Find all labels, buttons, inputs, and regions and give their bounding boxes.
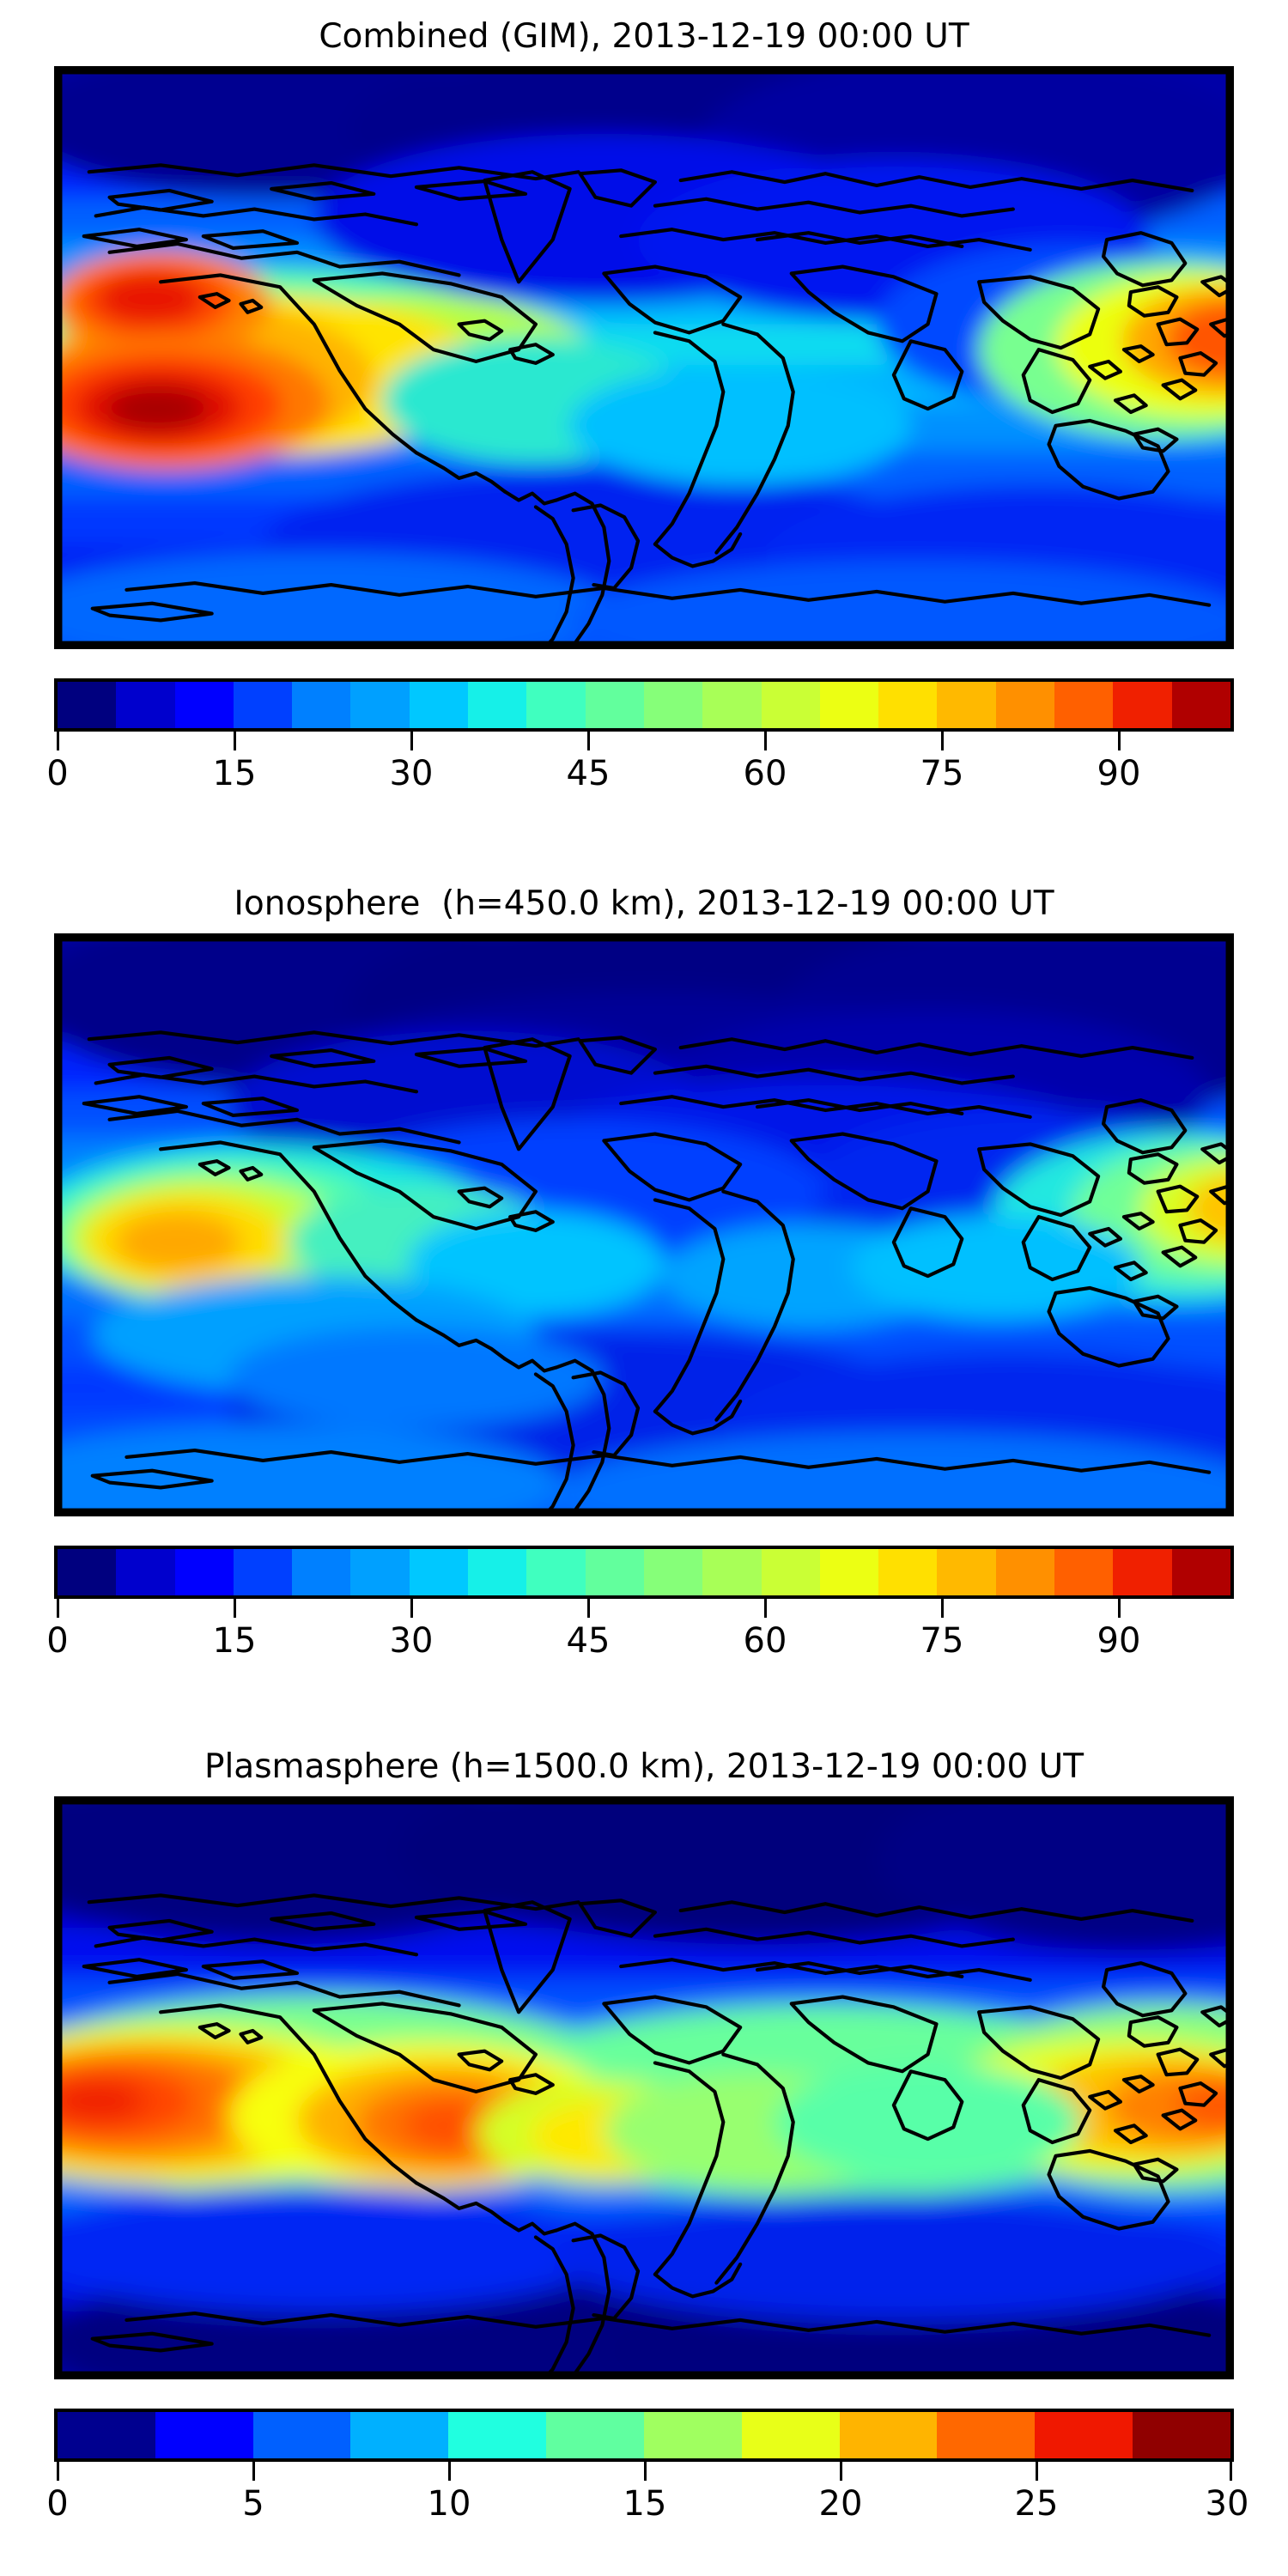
tick-label: 15 [623, 2484, 667, 2524]
panel-plasmasphere: Plasmasphere (h=1500.0 km), 2013-12-19 0… [0, 1747, 1288, 2532]
colorbar-labels-plasmasphere: 0 5 10 15 20 25 30 [46, 2484, 1249, 2532]
tick-label: 75 [920, 1621, 964, 1661]
tick-label: 0 [46, 754, 69, 793]
tick-label: 0 [46, 2484, 69, 2524]
colorbar-combined: 0 15 30 45 60 75 90 [46, 678, 1234, 802]
panel-title-combined: Combined (GIM), 2013-12-19 00:00 UT [319, 17, 969, 56]
tick-label: 5 [242, 2484, 264, 2524]
colorbar-ticks-combined [54, 732, 1234, 754]
map-plasmasphere [54, 1796, 1234, 2379]
colorbar-labels-ionosphere: 0 15 30 45 60 75 90 [46, 1621, 1234, 1669]
panel-combined: Combined (GIM), 2013-12-19 00:00 UT [0, 17, 1288, 802]
tick-label: 10 [427, 2484, 471, 2524]
colorbar-gradient-ionosphere [54, 1546, 1234, 1599]
tick-label: 75 [920, 754, 964, 793]
map-combined [54, 66, 1234, 649]
colorbar-plasmasphere: 0 5 10 15 20 25 30 [46, 2409, 1249, 2532]
colorbar-gradient-combined [54, 678, 1234, 732]
tick-label: 45 [566, 754, 611, 793]
panel-ionosphere: Ionosphere (h=450.0 km), 2013-12-19 00:0… [0, 884, 1288, 1669]
tick-label: 60 [743, 754, 787, 793]
colorbar-labels-combined: 0 15 30 45 60 75 90 [46, 754, 1234, 802]
panel-title-plasmasphere: Plasmasphere (h=1500.0 km), 2013-12-19 0… [204, 1747, 1084, 1786]
map-ionosphere [54, 933, 1234, 1516]
tick-label: 25 [1014, 2484, 1059, 2524]
tick-label: 90 [1097, 754, 1141, 793]
tick-label: 30 [1205, 2484, 1249, 2524]
tick-label: 45 [566, 1621, 611, 1661]
tick-label: 15 [212, 754, 257, 793]
tick-label: 30 [389, 1621, 434, 1661]
tick-label: 90 [1097, 1621, 1141, 1661]
tick-label: 15 [212, 1621, 257, 1661]
tick-label: 0 [46, 1621, 69, 1661]
tick-label: 20 [818, 2484, 863, 2524]
colorbar-ticks-plasmasphere [54, 2462, 1234, 2484]
panel-title-ionosphere: Ionosphere (h=450.0 km), 2013-12-19 00:0… [234, 884, 1054, 923]
colorbar-ionosphere: 0 15 30 45 60 75 90 [46, 1546, 1234, 1669]
colorbar-ticks-ionosphere [54, 1599, 1234, 1621]
tick-label: 30 [389, 754, 434, 793]
tick-label: 60 [743, 1621, 787, 1661]
colorbar-gradient-plasmasphere [54, 2409, 1234, 2462]
